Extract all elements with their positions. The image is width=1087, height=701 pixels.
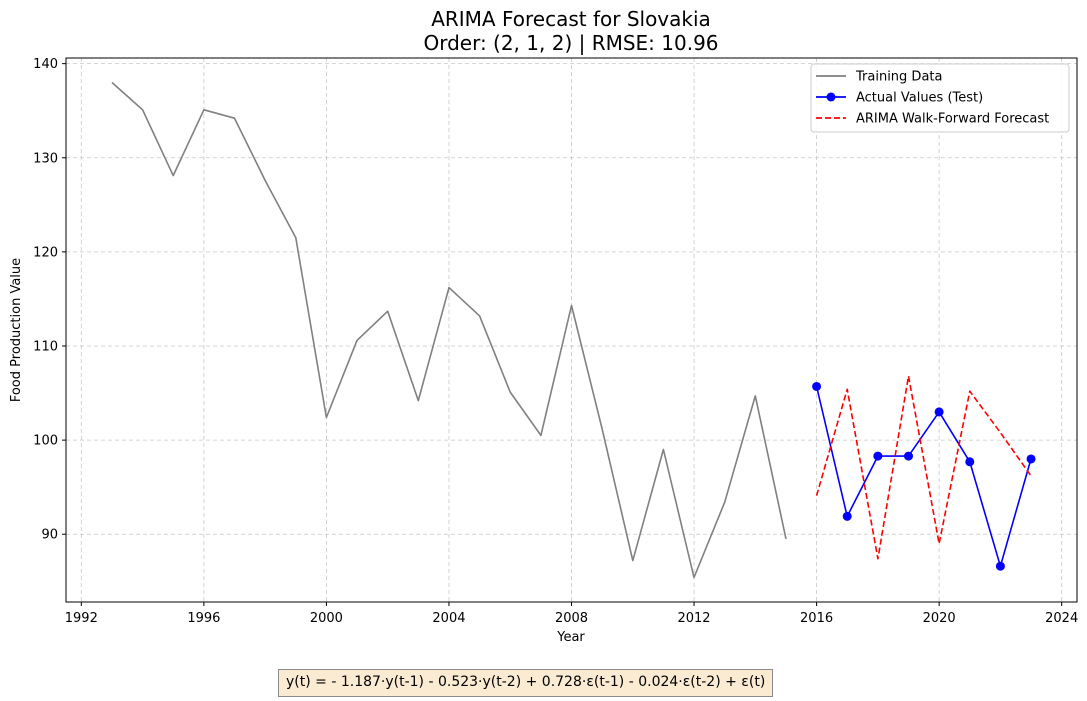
- grid-lines: [66, 58, 1077, 602]
- x-tick-label: 2020: [923, 611, 956, 626]
- data-point-actual-values-test: [995, 561, 1005, 571]
- legend: Training Data Actual Values (Test) ARIMA…: [810, 63, 1070, 133]
- x-tick-label: 2016: [800, 611, 833, 626]
- x-tick-label: 2008: [555, 611, 588, 626]
- legend-marker-actual: [826, 92, 836, 102]
- data-point-actual-values-test: [904, 451, 913, 461]
- data-point-actual-values-test: [965, 457, 975, 467]
- x-tick-label: 2000: [310, 611, 343, 626]
- y-tick-label: 110: [33, 340, 58, 355]
- y-tick-label: 120: [33, 245, 58, 260]
- y-tick-label: 140: [33, 57, 58, 72]
- data-point-actual-values-test: [842, 511, 852, 521]
- x-tick-label: 1996: [187, 611, 220, 626]
- data-point-actual-values-test: [873, 451, 883, 461]
- x-tick-label: 1992: [65, 611, 98, 626]
- chart-title: ARIMA Forecast for Slovakia: [431, 7, 711, 31]
- x-tick-label: 2004: [432, 611, 465, 626]
- data-point-actual-values-test: [1026, 454, 1036, 464]
- y-axis-label: Food Production Value: [9, 258, 24, 402]
- chart-subtitle: Order: (2, 1, 2) | RMSE: 10.96: [423, 31, 718, 55]
- model-equation: y(t) = - 1.187·y(t-1) - 0.523·y(t-2) + 0…: [278, 669, 774, 697]
- legend-label-forecast: ARIMA Walk-Forward Forecast: [856, 112, 1049, 127]
- x-axis-label: Year: [556, 630, 585, 645]
- legend-label-training: Training Data: [855, 70, 942, 85]
- series-line-arima-walk-forward-forecast: [815, 375, 1032, 560]
- x-tick-label: 2012: [677, 611, 710, 626]
- series-line-training-data: [111, 81, 787, 579]
- data-point-actual-values-test: [934, 407, 944, 417]
- axis-ticks: 1992 1996 2000 2004 2008 2012 2016 2020 2024 90 10…: [33, 57, 1078, 626]
- data-point-actual-values-test: [812, 381, 822, 391]
- x-tick-label: 2024: [1045, 611, 1078, 626]
- legend-box: [810, 63, 1070, 133]
- y-tick-label: 100: [33, 434, 58, 449]
- y-tick-label: 90: [41, 528, 58, 543]
- y-tick-label: 130: [33, 151, 58, 166]
- series-line-actual-values-test: [815, 386, 1032, 568]
- legend-label-actual: Actual Values (Test): [856, 91, 983, 106]
- series-layer: [111, 81, 1036, 579]
